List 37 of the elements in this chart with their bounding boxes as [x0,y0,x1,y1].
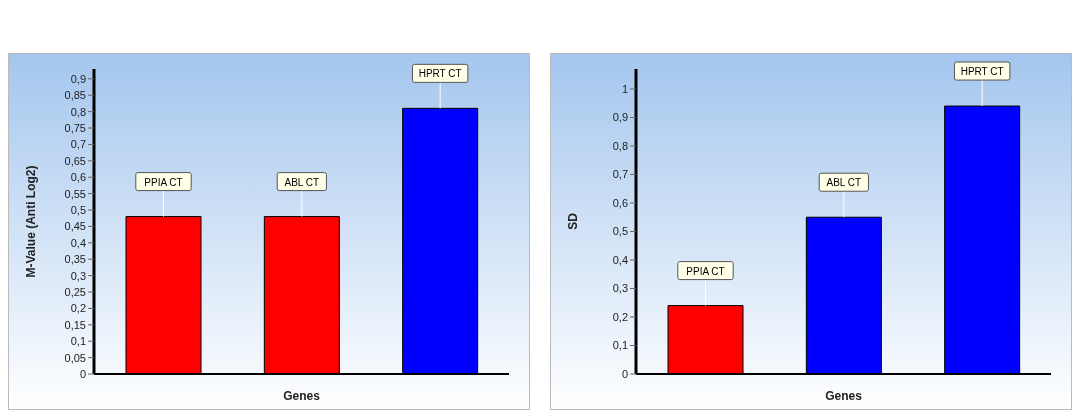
category-label: HPRT CT [418,68,462,80]
x-axis-title: Genes [283,389,321,403]
y-tick-label: 0,35 [64,253,86,266]
y-tick-label: 0,45 [64,220,86,233]
y-tick-label: 0,9 [70,72,86,85]
y-tick-label: 0,55 [64,187,86,200]
y-tick-label: 0,9 [612,111,628,124]
y-tick-label: 0,4 [612,253,628,266]
y-tick-label: 0 [621,367,628,380]
y-tick-label: 0,85 [64,89,86,102]
y-axis-title: SD [566,212,581,230]
y-tick-label: 1 [621,82,628,95]
y-tick-label: 0 [79,367,86,380]
y-tick-label: 0,5 [70,203,86,216]
y-tick-label: 0,15 [64,318,86,331]
y-tick-label: 0,05 [64,351,86,364]
x-axis-title: Genes [825,389,863,403]
y-tick-label: 0,5 [612,225,628,238]
y-tick-label: 0,75 [64,121,86,134]
y-tick-label: 0,8 [612,139,628,152]
y-tick-label: 0,25 [64,285,86,298]
y-tick-label: 0,4 [70,236,86,249]
y-tick-label: 0,6 [70,171,86,184]
y-tick-label: 0,7 [70,138,86,151]
y-tick-label: 0,2 [612,310,628,323]
category-label: ABL CT [284,176,320,188]
y-tick-label: 0,1 [612,339,628,352]
y-tick-label: 0,3 [612,282,628,295]
category-label: PPIA CT [144,176,183,188]
y-tick-label: 0,2 [70,302,86,315]
y-tick-label: 0,7 [612,168,628,181]
y-tick-label: 0,8 [70,105,86,118]
y-tick-label: 0,6 [612,196,628,209]
y-tick-label: 0,65 [64,154,86,167]
y-tick-label: 0,3 [70,269,86,282]
y-tick-label: 0,1 [70,335,86,348]
y-axis-title: M-Value (Anti Log2) [24,165,39,278]
